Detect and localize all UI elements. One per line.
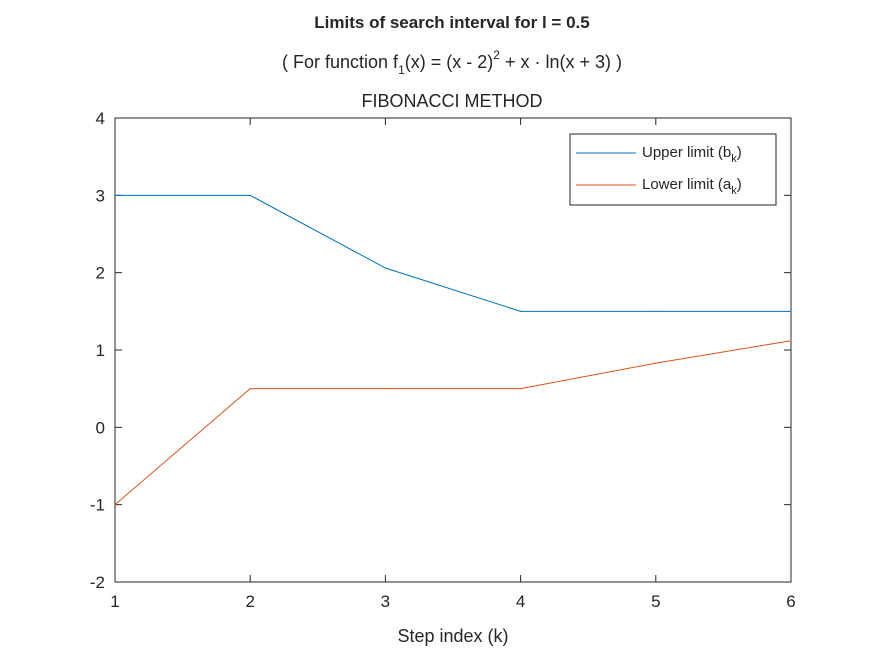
chart-subtitle: ( For function f1(x) = (x - 2)2 + x · ln… bbox=[282, 48, 622, 77]
method-title: FIBONACCI METHOD bbox=[361, 91, 542, 111]
data-point-lower bbox=[520, 388, 522, 390]
y-tick-label: 0 bbox=[96, 418, 105, 437]
legend-box bbox=[569, 133, 777, 206]
x-tick-label: 5 bbox=[651, 592, 660, 611]
chart-title: Limits of search interval for l = 0.5 bbox=[314, 13, 589, 32]
series-line-upper bbox=[115, 194, 791, 312]
subtitle-sub: 1 bbox=[398, 63, 405, 77]
y-tick-label: -2 bbox=[90, 573, 105, 592]
series-group bbox=[114, 194, 792, 506]
subtitle-prefix: ( For function f bbox=[282, 52, 399, 72]
axis-ticks: 1 2 3 4 5 6 -2 -1 0 1 2 3 4 bbox=[90, 109, 796, 611]
x-axis-label: Step index (k) bbox=[397, 626, 508, 646]
legend: Upper limit (bk) Lower limit (ak) bbox=[569, 133, 777, 206]
x-tick-label: 2 bbox=[245, 592, 254, 611]
y-tick-label: -1 bbox=[90, 496, 105, 515]
x-tick-label: 6 bbox=[786, 592, 795, 611]
y-tick-label: 3 bbox=[96, 186, 105, 205]
data-point-upper bbox=[655, 310, 657, 312]
subtitle-suffix: + x · ln(x + 3) ) bbox=[500, 52, 622, 72]
x-tick-label: 4 bbox=[516, 592, 525, 611]
data-point-lower bbox=[655, 362, 657, 364]
series-line-lower bbox=[114, 340, 792, 506]
data-point-lower bbox=[790, 340, 792, 342]
subtitle-mid: (x) = (x - 2) bbox=[405, 52, 494, 72]
data-point-upper bbox=[520, 310, 522, 312]
legend-label-upper: Upper limit (bk) bbox=[642, 144, 742, 165]
data-point-upper bbox=[790, 310, 792, 312]
data-point-lower bbox=[249, 388, 251, 390]
subtitle-sup: 2 bbox=[493, 48, 500, 62]
data-point-lower bbox=[384, 388, 386, 390]
y-tick-label: 4 bbox=[96, 109, 105, 128]
y-tick-label: 2 bbox=[96, 264, 105, 283]
data-point-upper bbox=[249, 194, 251, 196]
data-point-upper bbox=[384, 267, 386, 269]
data-point-upper bbox=[114, 194, 116, 196]
y-tick-label: 1 bbox=[96, 341, 105, 360]
x-tick-label: 1 bbox=[110, 592, 119, 611]
x-tick-label: 3 bbox=[381, 592, 390, 611]
plot-area: 1 2 3 4 5 6 -2 -1 0 1 2 3 4 bbox=[90, 109, 796, 611]
data-point-lower bbox=[114, 504, 116, 506]
legend-label-lower: Lower limit (ak) bbox=[642, 176, 742, 197]
